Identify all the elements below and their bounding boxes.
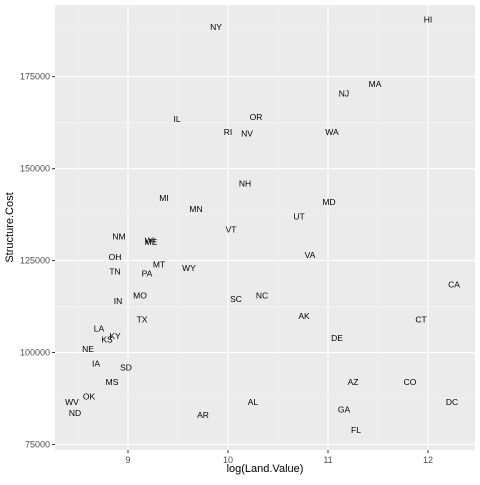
point-label-wy: WY bbox=[182, 263, 196, 273]
point-label-ct: CT bbox=[415, 314, 426, 324]
x-tick-label: 9 bbox=[125, 455, 130, 465]
y-tick-label: 175000 bbox=[20, 72, 50, 82]
x-tick-label: 12 bbox=[423, 455, 433, 465]
point-label-ky: KY bbox=[109, 331, 121, 341]
point-label-ok: OK bbox=[83, 392, 96, 402]
point-label-mo: MO bbox=[133, 291, 147, 301]
point-label-me: ME bbox=[145, 237, 158, 247]
point-label-wa: WA bbox=[325, 127, 339, 137]
point-label-in: IN bbox=[114, 296, 123, 306]
point-label-ia: IA bbox=[92, 359, 100, 369]
y-tick-label: 75000 bbox=[25, 439, 50, 449]
point-label-nh: NH bbox=[239, 178, 251, 188]
point-label-ca: CA bbox=[448, 280, 460, 290]
x-tick-label: 10 bbox=[223, 455, 233, 465]
y-tick-label: 150000 bbox=[20, 164, 50, 174]
point-label-ne: NE bbox=[82, 344, 94, 354]
point-label-co: CO bbox=[404, 377, 417, 387]
plot-panel bbox=[55, 5, 475, 450]
point-label-or: OR bbox=[250, 112, 263, 122]
point-label-il: IL bbox=[173, 114, 180, 124]
point-label-ar: AR bbox=[197, 410, 209, 420]
major-gridlines bbox=[55, 5, 475, 450]
point-label-mi: MI bbox=[159, 193, 168, 203]
point-label-md: MD bbox=[322, 197, 335, 207]
point-label-de: DE bbox=[331, 333, 343, 343]
point-label-pa: PA bbox=[142, 268, 153, 278]
point-label-la: LA bbox=[94, 324, 105, 334]
point-label-ks: KS bbox=[101, 335, 113, 345]
point-label-nd: ND bbox=[69, 408, 81, 418]
point-label-nv: NV bbox=[241, 129, 253, 139]
point-label-ut: UT bbox=[293, 211, 304, 221]
y-tick-label: 125000 bbox=[20, 256, 50, 266]
point-label-ga: GA bbox=[338, 405, 351, 415]
x-axis-title: log(Land.Value) bbox=[227, 463, 304, 475]
point-label-az: AZ bbox=[348, 377, 359, 387]
point-label-ak: AK bbox=[298, 311, 310, 321]
point-label-nj: NJ bbox=[339, 88, 349, 98]
point-label-ny: NY bbox=[210, 22, 222, 32]
point-label-nc: NC bbox=[256, 291, 268, 301]
minor-gridlines bbox=[55, 5, 475, 450]
tick-labels: 9 10 11 12 75000 100000 125000 150000 175000 bbox=[20, 72, 433, 465]
point-label-sc: SC bbox=[230, 294, 242, 304]
y-tick-label: 100000 bbox=[20, 348, 50, 358]
point-label-wi: WI bbox=[145, 235, 155, 245]
point-label-tx: TX bbox=[137, 314, 148, 324]
axis-ticks bbox=[52, 76, 429, 453]
point-label-dc: DC bbox=[446, 397, 458, 407]
point-label-ms: MS bbox=[106, 377, 119, 387]
point-label-oh: OH bbox=[109, 252, 122, 262]
point-label-hi: HI bbox=[424, 15, 433, 25]
point-label-vt: VT bbox=[226, 224, 237, 234]
point-label-mn: MN bbox=[189, 204, 202, 214]
point-label-ma: MA bbox=[369, 79, 382, 89]
point-label-ri: RI bbox=[224, 127, 233, 137]
point-label-fl: FL bbox=[351, 425, 361, 435]
point-label-al: AL bbox=[248, 397, 259, 407]
point-label-sd: SD bbox=[120, 362, 132, 372]
x-tick-label: 11 bbox=[323, 455, 332, 465]
y-axis-title: Structure.Cost bbox=[4, 192, 16, 262]
point-label-mt: MT bbox=[153, 259, 165, 269]
point-label-tn: TN bbox=[109, 267, 120, 277]
point-label-va: VA bbox=[305, 250, 316, 260]
point-label-nm: NM bbox=[112, 232, 125, 242]
point-label-wv: WV bbox=[65, 397, 79, 407]
